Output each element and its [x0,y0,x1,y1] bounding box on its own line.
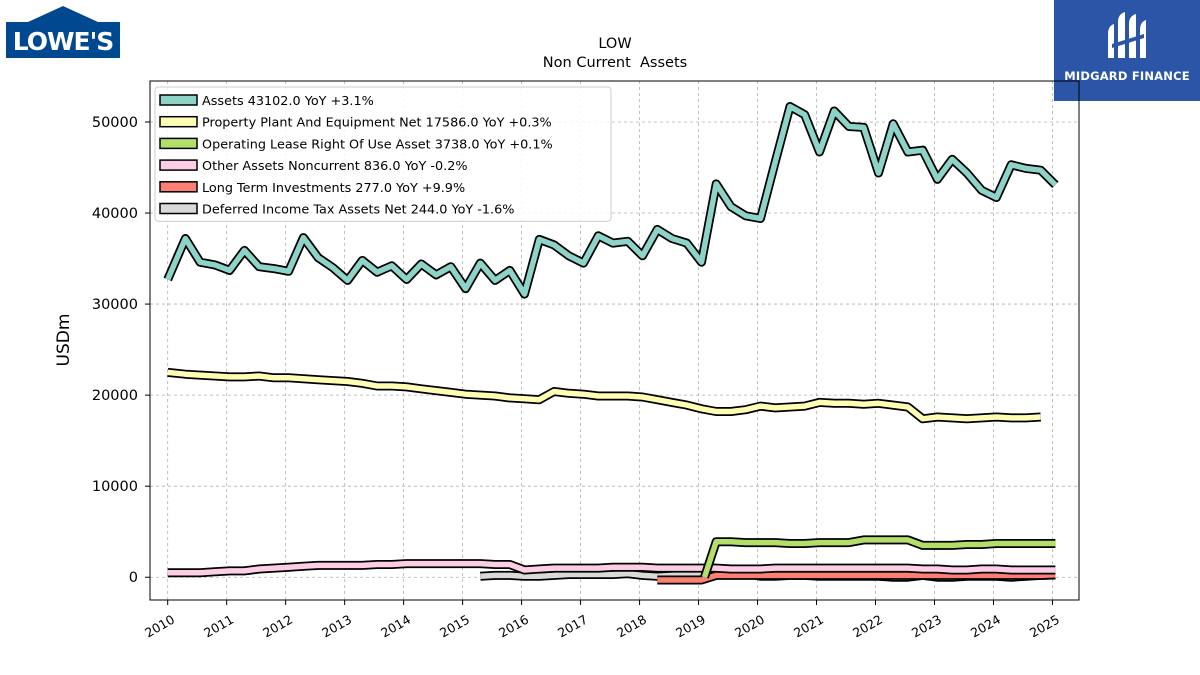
chart-title: LOW [598,36,631,52]
x-tick-label: 2017 [555,612,590,641]
legend-label: Operating Lease Right Of Use Asset 3738.… [202,137,553,152]
midgard-finance-logo: MIDGARD FINANCE [1054,0,1200,101]
x-tick-label: 2016 [496,612,531,641]
series-long-term-investments [657,570,1056,585]
series-assets [163,102,1059,299]
legend-item: Other Assets Noncurrent 836.0 YoY -0.2% [159,159,468,174]
x-tick-label: 2013 [319,612,354,641]
x-tick-label: 2018 [614,612,649,641]
x-tick-label: 2011 [201,612,236,641]
x-tick-label: 2010 [142,612,177,641]
legend-item: Assets 43102.0 YoY +3.1% [159,94,374,109]
y-tick-label: 50000 [92,115,138,131]
legend-swatch [159,159,198,171]
series-line [701,537,1056,579]
lowes-logo: LOWE'S [6,6,120,58]
lowes-logo-house-shape [6,6,120,58]
y-tick-label: 10000 [92,479,138,495]
lowes-logo-text: LOWE'S [13,27,114,56]
x-tick-label: 2022 [850,612,885,641]
series-line [165,103,1058,297]
midgard-logo-text: MIDGARD FINANCE [1064,69,1190,83]
legend-item: Property Plant And Equipment Net 17586.0… [159,115,552,131]
legend-label: Property Plant And Equipment Net 17586.0… [202,116,552,131]
series-layer [163,102,1059,585]
legend-item: Deferred Income Tax Assets Net 244.0 YoY… [159,202,514,218]
x-tick-label: 2012 [260,612,295,641]
series-line [167,369,1041,422]
x-tick-label: 2020 [732,612,767,641]
legend-label: Deferred Income Tax Assets Net 244.0 YoY… [202,203,514,218]
y-tick-label: 20000 [92,388,138,404]
y-axis: 0 10000 20000 30000 40000 50000 [92,115,150,586]
x-tick-label: 2014 [378,612,413,641]
legend-label: Other Assets Noncurrent 836.0 YoY -0.2% [202,159,468,174]
y-tick-label: 30000 [92,297,138,313]
legend-swatch [159,181,198,193]
x-tick-label: 2015 [437,612,472,641]
legend-label: Long Term Investments 277.0 YoY +9.9% [202,181,465,196]
legend: Assets 43102.0 YoY +3.1% Property Plant A… [154,86,612,222]
series-line [657,571,1056,583]
series-line [167,560,1056,576]
x-tick-label: 2023 [909,612,944,641]
y-tick-label: 0 [129,570,138,586]
series-operating-lease-right-of-use-asset [700,535,1056,579]
legend-swatch [159,94,198,106]
chart-subtitle: Non Current Assets [543,55,687,71]
x-tick-label: 2025 [1027,612,1062,641]
x-axis: 2010 2011 2012 2013 2014 2015 2016 2017 2018 2019… [142,600,1062,641]
plot-frame [149,80,1080,601]
series-property-plant-and-equipment-net [167,367,1041,424]
y-axis-label: USDm [54,314,74,367]
legend-box [154,86,612,222]
series-other-assets-noncurrent [167,559,1056,578]
y-tick-label: 40000 [92,206,138,222]
legend-item: Long Term Investments 277.0 YoY +9.9% [159,181,465,196]
x-tick-label: 2024 [968,612,1003,641]
legend-item: Operating Lease Right Of Use Asset 3738.… [159,137,553,152]
legend-swatch [159,202,198,215]
legend-label: Assets 43102.0 YoY +3.1% [202,94,374,109]
midgard-emblem-icon [1108,12,1146,58]
x-tick-label: 2021 [791,612,826,641]
legend-swatch [159,137,198,150]
legend-swatch [159,115,198,128]
x-tick-label: 2019 [673,612,708,641]
